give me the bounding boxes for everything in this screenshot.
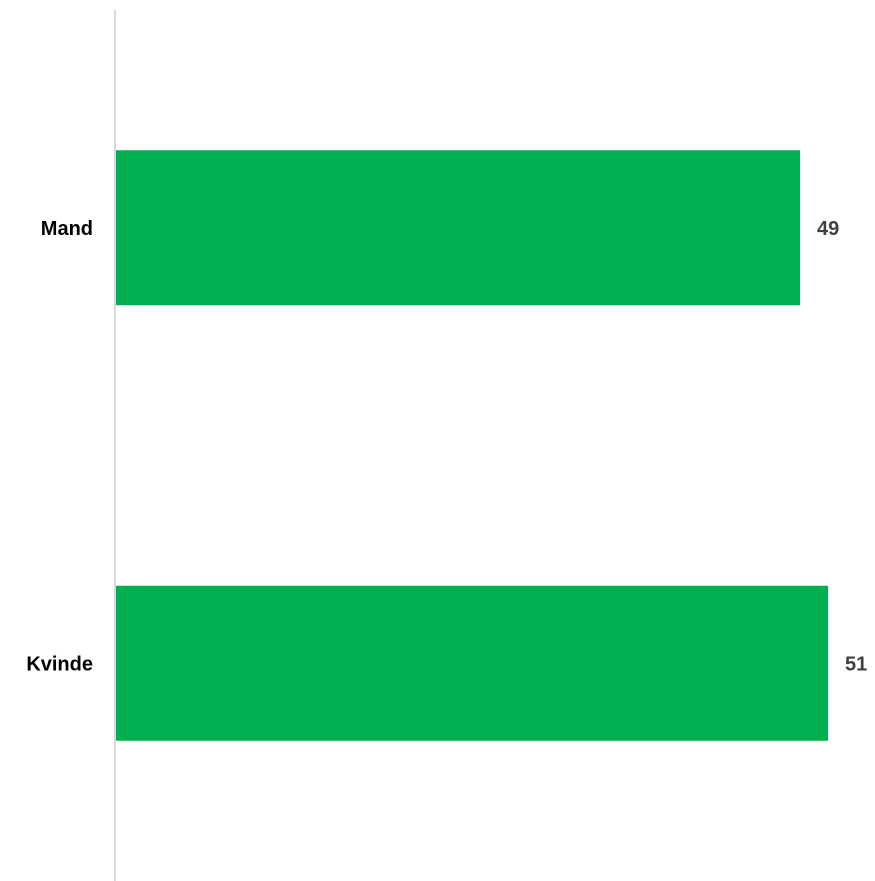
bars-group — [116, 150, 828, 741]
value-label-kvinde: 51 — [845, 653, 867, 675]
value-label-mand: 49 — [817, 218, 839, 240]
labels-group: Mand 49 Kvinde 51 — [26, 218, 867, 676]
category-label-kvinde: Kvinde — [26, 653, 93, 675]
category-label-mand: Mand — [41, 218, 93, 240]
bar-kvinde — [116, 585, 828, 741]
bar-mand — [116, 150, 801, 306]
